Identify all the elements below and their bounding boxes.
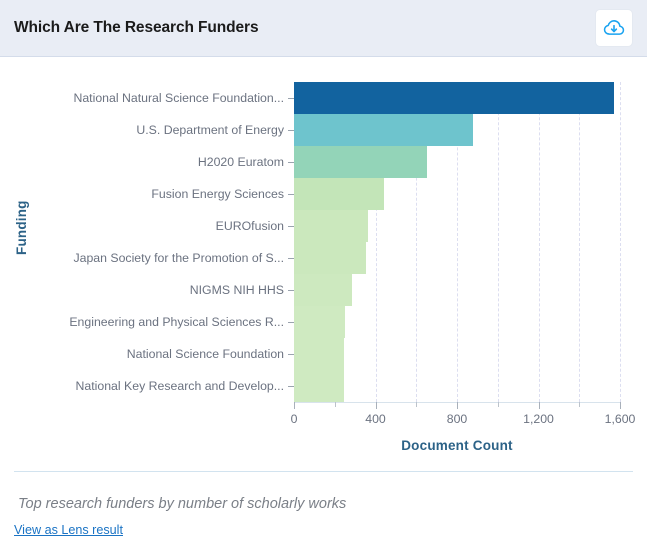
x-axis-minor-tick xyxy=(416,402,418,407)
x-axis-tick xyxy=(620,402,621,409)
bar-series xyxy=(294,82,620,402)
y-axis-tick xyxy=(288,354,294,355)
gridline xyxy=(375,82,377,402)
plot-area xyxy=(294,82,621,402)
card-header: Which Are The Research Funders xyxy=(0,0,647,57)
x-axis-minor-tick xyxy=(334,402,336,407)
x-axis-tick-label: 400 xyxy=(365,412,386,426)
bar[interactable] xyxy=(294,306,345,338)
bar-row xyxy=(294,82,620,114)
view-as-lens-result-link[interactable]: View as Lens result xyxy=(14,523,123,537)
gridline xyxy=(579,82,581,402)
plot-wrapper: Funding Document Count National Natural … xyxy=(0,57,647,471)
x-axis-tick-label: 800 xyxy=(446,412,468,426)
y-axis-label: NIGMS NIH HHS xyxy=(189,283,284,297)
x-axis-tick-label: 1,200 xyxy=(523,412,554,426)
gridline xyxy=(620,82,621,402)
bar[interactable] xyxy=(294,82,615,114)
bar-row xyxy=(294,306,620,338)
card-footer: Top research funders by number of schola… xyxy=(0,471,647,543)
x-axis-minor-tick xyxy=(579,402,581,407)
bar-row xyxy=(294,210,620,242)
y-axis-tick xyxy=(288,130,294,131)
gridline xyxy=(497,82,499,402)
bar[interactable] xyxy=(294,210,368,242)
y-axis-label: Fusion Energy Sciences xyxy=(151,187,284,201)
y-axis-tick xyxy=(288,226,294,227)
y-axis-tick xyxy=(288,322,294,323)
bar[interactable] xyxy=(294,146,428,178)
y-axis-label: U.S. Department of Energy xyxy=(136,123,284,137)
bar[interactable] xyxy=(294,242,367,274)
footer-divider xyxy=(14,471,633,472)
y-axis-label: National Natural Science Foundation... xyxy=(73,91,284,105)
y-axis-tick xyxy=(288,258,294,259)
bar[interactable] xyxy=(294,274,353,306)
page-title: Which Are The Research Funders xyxy=(14,19,259,36)
bar-row xyxy=(294,242,620,274)
download-button[interactable] xyxy=(595,9,633,47)
x-axis-minor-tick xyxy=(497,402,499,407)
bar[interactable] xyxy=(294,178,385,210)
chart-body: Funding Document Count National Natural … xyxy=(0,57,647,471)
y-axis-labels: National Natural Science Foundation... U.… xyxy=(0,82,294,402)
bar-row xyxy=(294,114,620,146)
y-axis-tick xyxy=(288,162,294,163)
bar-row xyxy=(294,274,620,306)
y-axis-label: H2020 Euratom xyxy=(197,155,284,169)
bar-row xyxy=(294,370,620,402)
y-axis-tick xyxy=(288,98,294,99)
bar-row xyxy=(294,146,620,178)
x-axis-title: Document Count xyxy=(401,438,513,453)
x-axis-tick xyxy=(457,402,458,409)
y-axis-label: Japan Society for the Promotion of S... xyxy=(73,251,284,265)
y-axis-tick xyxy=(288,290,294,291)
y-axis-label: Engineering and Physical Sciences R... xyxy=(69,315,284,329)
chart-caption: Top research funders by number of schola… xyxy=(18,496,347,512)
x-axis-tick xyxy=(294,402,295,409)
bar-row xyxy=(294,178,620,210)
bar[interactable] xyxy=(294,338,345,370)
x-axis-tick xyxy=(538,402,540,409)
gridline xyxy=(538,82,540,402)
y-axis-tick xyxy=(288,386,294,387)
x-axis-tick xyxy=(375,402,377,409)
bar[interactable] xyxy=(294,370,344,402)
y-axis-label: National Key Research and Develop... xyxy=(75,379,284,393)
bar-row xyxy=(294,338,620,370)
bar[interactable] xyxy=(294,114,473,146)
x-axis-tick-label: 0 xyxy=(290,412,298,426)
cloud-download-icon xyxy=(603,19,625,37)
y-axis-tick xyxy=(288,194,294,195)
gridline xyxy=(416,82,418,402)
x-axis-tick-label: 1,600 xyxy=(604,412,636,426)
y-axis-label: National Science Foundation xyxy=(126,347,284,361)
gridline xyxy=(457,82,458,402)
y-axis-label: EUROfusion xyxy=(215,219,284,233)
